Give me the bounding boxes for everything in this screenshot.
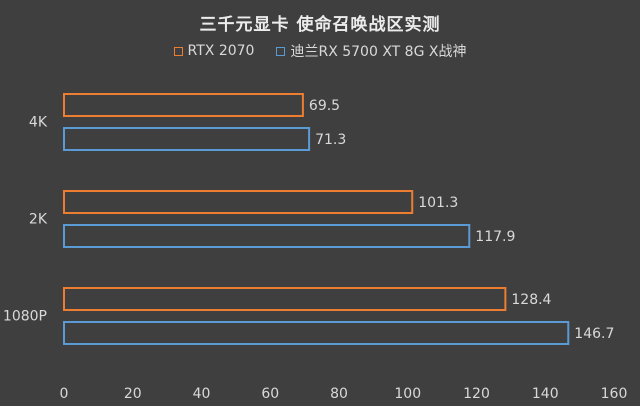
x-tick-label-4: 80	[330, 386, 348, 402]
legend-item-rx-5700-xt: 迪兰RX 5700 XT 8G X战神	[276, 41, 466, 61]
legend-swatch-rx-5700-xt	[276, 46, 286, 56]
bar-2k-series-0	[63, 190, 414, 214]
x-tick-label-3: 60	[261, 386, 279, 402]
data-label-2k-series-0: 101.3	[418, 195, 458, 211]
chart-title: 三千元显卡 使命召唤战区实测	[199, 15, 441, 35]
legend-item-rtx-2070: RTX 2070	[173, 41, 255, 61]
legend-swatch-rtx-2070	[173, 46, 183, 56]
bar-4k-series-1	[63, 127, 311, 151]
category-label-4k: 4K	[29, 115, 48, 131]
bar-1080p-series-0	[63, 287, 507, 311]
x-tick-label-7: 140	[532, 386, 559, 402]
legend: RTX 2070 迪兰RX 5700 XT 8G X战神	[0, 41, 640, 61]
x-tick-label-2: 40	[193, 386, 211, 402]
x-tick-label-0: 0	[60, 386, 69, 402]
data-label-1080p-series-0: 128.4	[511, 292, 551, 308]
category-label-1080p: 1080P	[3, 309, 47, 325]
x-tick-label-1: 20	[124, 386, 142, 402]
x-tick-label-5: 100	[394, 386, 421, 402]
data-label-4k-series-1: 71.3	[315, 132, 346, 148]
legend-label-rtx-2070: RTX 2070	[187, 43, 255, 59]
bar-2k-series-1	[63, 224, 471, 248]
data-label-4k-series-0: 69.5	[309, 98, 340, 114]
bar-1080p-series-1	[63, 321, 570, 345]
legend-label-rx-5700-xt: 迪兰RX 5700 XT 8G X战神	[290, 44, 467, 60]
category-label-2k: 2K	[29, 212, 48, 228]
data-label-2k-series-1: 117.9	[475, 229, 515, 245]
data-label-1080p-series-1: 146.7	[574, 326, 614, 342]
bar-4k-series-0	[63, 93, 304, 117]
x-tick-label-8: 160	[601, 386, 628, 402]
x-tick-label-6: 120	[463, 386, 490, 402]
